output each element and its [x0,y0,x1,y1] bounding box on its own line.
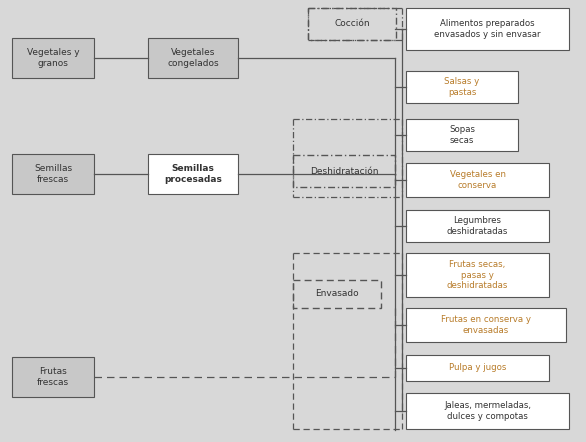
FancyBboxPatch shape [308,8,396,40]
FancyBboxPatch shape [406,210,549,242]
FancyBboxPatch shape [12,154,94,194]
Text: Legumbres
deshidratadas: Legumbres deshidratadas [447,216,508,236]
Text: Cocción: Cocción [334,19,370,28]
FancyBboxPatch shape [406,71,518,103]
FancyBboxPatch shape [148,38,238,78]
FancyBboxPatch shape [293,155,395,187]
FancyBboxPatch shape [293,280,381,308]
FancyBboxPatch shape [12,38,94,78]
FancyBboxPatch shape [148,154,238,194]
Text: Envasado: Envasado [315,290,359,298]
FancyBboxPatch shape [406,393,569,429]
Text: Sopas
secas: Sopas secas [449,125,475,145]
Text: Salsas y
pastas: Salsas y pastas [444,77,479,97]
Text: Frutas en conserva y
envasadas: Frutas en conserva y envasadas [441,315,531,335]
FancyBboxPatch shape [406,355,549,381]
FancyBboxPatch shape [406,253,549,297]
Text: Jaleas, mermeladas,
dulces y compotas: Jaleas, mermeladas, dulces y compotas [444,401,531,421]
Text: Deshidratación: Deshidratación [310,167,378,175]
FancyBboxPatch shape [406,163,549,197]
Text: Frutas secas,
pasas y
deshidratadas: Frutas secas, pasas y deshidratadas [447,260,508,290]
Text: Alimentos preparados
envasados y sin envasar: Alimentos preparados envasados y sin env… [434,19,541,39]
FancyBboxPatch shape [406,119,518,151]
FancyBboxPatch shape [406,308,566,342]
Text: Frutas
frescas: Frutas frescas [37,367,69,387]
FancyBboxPatch shape [12,357,94,397]
Text: Pulpa y jugos: Pulpa y jugos [449,363,506,373]
Text: Semillas
procesadas: Semillas procesadas [164,164,222,184]
Text: Vegetales en
conserva: Vegetales en conserva [449,170,506,190]
FancyBboxPatch shape [406,8,569,50]
Text: Vegetales y
granos: Vegetales y granos [27,48,79,68]
Text: Vegetales
congelados: Vegetales congelados [167,48,219,68]
Text: Semillas
frescas: Semillas frescas [34,164,72,184]
